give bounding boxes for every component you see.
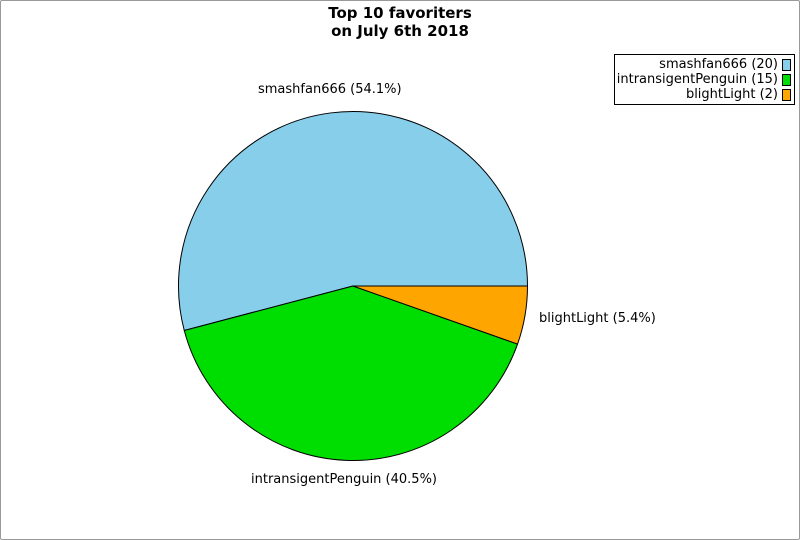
pie-slice-intransigentPenguin — [183, 285, 519, 461]
legend-item-intransigentPenguin: intransigentPenguin (15) — [617, 72, 791, 87]
chart-title-line2: on July 6th 2018 — [331, 22, 469, 40]
legend-item-smashfan666: smashfan666 (20) — [617, 57, 791, 72]
legend-swatch-intransigentPenguin — [782, 73, 791, 86]
legend-label-smashfan666: smashfan666 (20) — [659, 57, 778, 72]
legend-swatch-smashfan666 — [782, 58, 791, 71]
pie-slice-blightLight — [352, 285, 528, 345]
chart-title: Top 10 favoriters on July 6th 2018 — [1, 4, 799, 40]
legend-item-blightLight: blightLight (2) — [617, 87, 791, 102]
slice-label-blightLight: blightLight (5.4%) — [539, 311, 656, 326]
legend-label-intransigentPenguin: intransigentPenguin (15) — [616, 72, 778, 87]
slice-label-intransigentPenguin: intransigentPenguin (40.5%) — [251, 472, 437, 487]
legend-swatch-blightLight — [782, 88, 791, 101]
legend: smashfan666 (20) intransigentPenguin (15… — [614, 54, 795, 105]
legend-label-blightLight: blightLight (2) — [685, 87, 778, 102]
slice-label-smashfan666: smashfan666 (54.1%) — [258, 82, 402, 97]
pie-slice-smashfan666 — [178, 110, 528, 331]
chart-title-line1: Top 10 favoriters — [328, 4, 472, 22]
